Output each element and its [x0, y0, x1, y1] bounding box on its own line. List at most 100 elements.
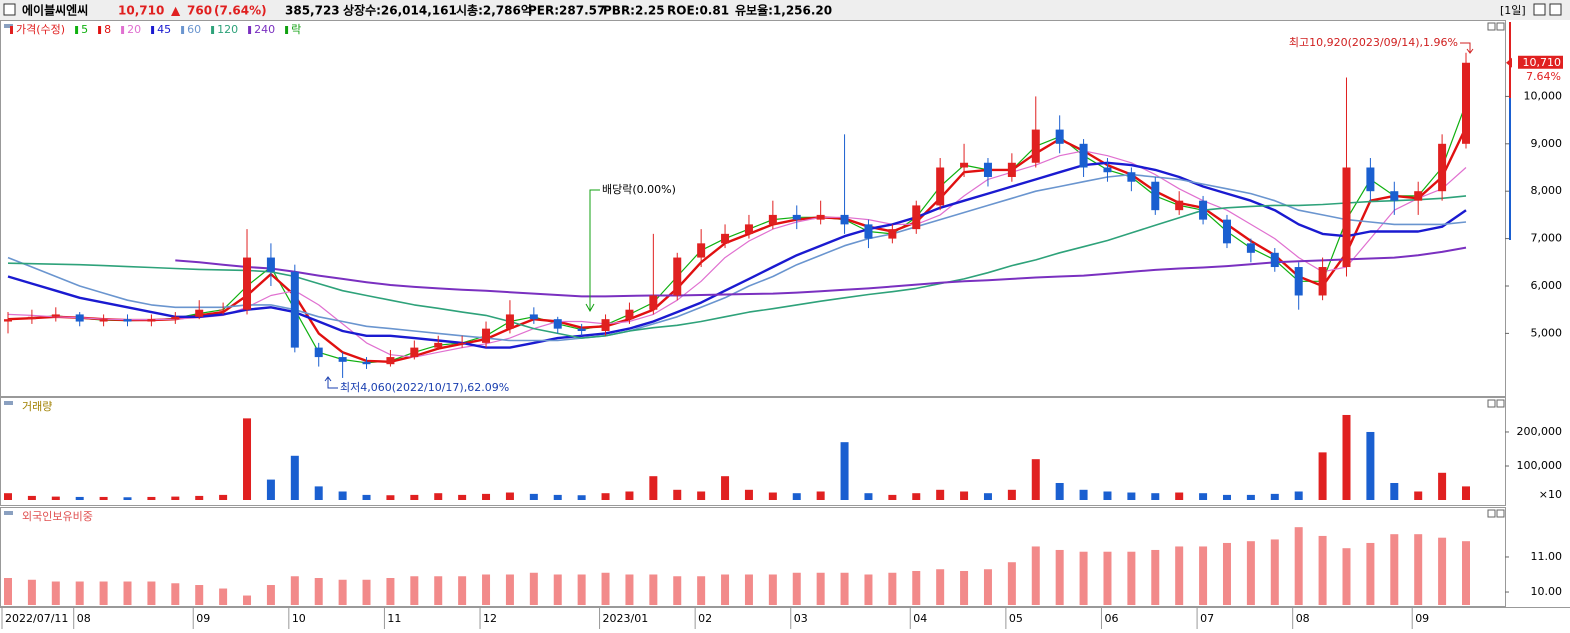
bar [888, 572, 897, 605]
per: PER:287.57 [528, 4, 605, 18]
panel-button[interactable] [1487, 22, 1496, 31]
high-note: 최고10,920(2023/09/14),1.96% [1289, 36, 1458, 49]
bar [1390, 534, 1399, 605]
candle-body [1103, 167, 1112, 173]
candle-body [27, 316, 36, 320]
bar [673, 576, 682, 605]
bar [1127, 492, 1136, 500]
bar [1103, 491, 1112, 500]
bar [960, 570, 969, 605]
volume: 385,723 [285, 4, 340, 18]
x-tick-label: 02 [698, 612, 712, 625]
bar [482, 574, 491, 605]
legend-swatch [211, 26, 215, 34]
bar [434, 493, 443, 500]
bar [721, 476, 730, 500]
candle-body [840, 214, 849, 225]
bar [1199, 493, 1208, 500]
y-tick-label: 5,000 [1531, 326, 1563, 339]
bar [625, 574, 634, 605]
bar [1222, 542, 1231, 605]
max-button[interactable] [1533, 3, 1546, 16]
bar [362, 579, 371, 605]
legend-swatch [285, 26, 289, 34]
candle-body [529, 314, 538, 320]
reserve: 유보율:1,256.20 [735, 4, 832, 18]
legend-swatch [151, 26, 155, 34]
y-tick-label: 6,000 [1531, 279, 1563, 292]
candle-body [792, 214, 801, 220]
candle-body [123, 319, 132, 322]
x-tick-label: 05 [1009, 612, 1023, 625]
bar [505, 574, 514, 605]
bar [147, 581, 156, 605]
y-tick-label: 200,000 [1517, 425, 1563, 438]
candle-body [1031, 129, 1040, 163]
bar [744, 574, 753, 605]
price-panel [0, 20, 1506, 397]
x-tick-label: 11 [387, 612, 401, 625]
bar [51, 581, 60, 605]
panel-button[interactable] [1496, 22, 1505, 31]
bar [840, 442, 849, 500]
candle-body [1462, 62, 1470, 144]
x-tick-label: 09 [1415, 612, 1429, 625]
x-tick-label: 07 [1200, 612, 1214, 625]
change: 760 [187, 4, 212, 18]
candle-body [1342, 167, 1351, 268]
bar [266, 585, 275, 605]
close-button[interactable] [1549, 3, 1562, 16]
x-tick-label: 2023/01 [603, 612, 649, 625]
pbr: PBR:2.25 [603, 4, 665, 18]
candle-body [1055, 129, 1064, 144]
last-price-label: 10,710 [1523, 56, 1562, 69]
candle-body [649, 295, 658, 310]
checkbox[interactable] [3, 3, 16, 16]
bar [338, 491, 347, 500]
bar [123, 581, 132, 605]
bar [1103, 551, 1112, 605]
candle-body [673, 257, 682, 296]
candle-body [1127, 172, 1136, 182]
candle-body [410, 347, 419, 358]
x-tick-label: 03 [794, 612, 808, 625]
candle-body [171, 316, 180, 320]
bar [577, 495, 586, 500]
bar [482, 493, 491, 500]
bar [1318, 452, 1327, 500]
candle-body [1438, 143, 1447, 192]
candle-body [625, 309, 634, 320]
period[interactable]: [1일] [1500, 3, 1526, 17]
candle-body [362, 361, 371, 365]
bar [99, 496, 108, 500]
panel-button[interactable] [1487, 509, 1496, 518]
panel-button[interactable] [1487, 399, 1496, 408]
bar [888, 494, 897, 500]
bar [1366, 431, 1375, 500]
panel-button[interactable] [1496, 399, 1505, 408]
bar [171, 496, 180, 500]
panel-button[interactable] [1496, 509, 1505, 518]
bar [410, 494, 419, 500]
bar [338, 579, 347, 605]
candle-body [960, 162, 969, 168]
header-bar [0, 0, 1570, 20]
range-bar [1509, 98, 1511, 240]
bar [960, 491, 969, 500]
x-tick-label: 10 [292, 612, 306, 625]
bar [864, 493, 873, 500]
candle-body [864, 224, 873, 239]
bar [410, 576, 419, 605]
bar [1222, 494, 1231, 500]
bar [51, 496, 60, 500]
candle-body [816, 214, 825, 220]
bar [290, 455, 299, 500]
candle-body [458, 342, 467, 344]
bar [1390, 482, 1399, 500]
low-arrow [324, 376, 338, 389]
candle-body [290, 271, 299, 348]
candle-body [744, 224, 753, 234]
dividend-arrow [585, 189, 600, 313]
legend-swatch [75, 26, 79, 34]
